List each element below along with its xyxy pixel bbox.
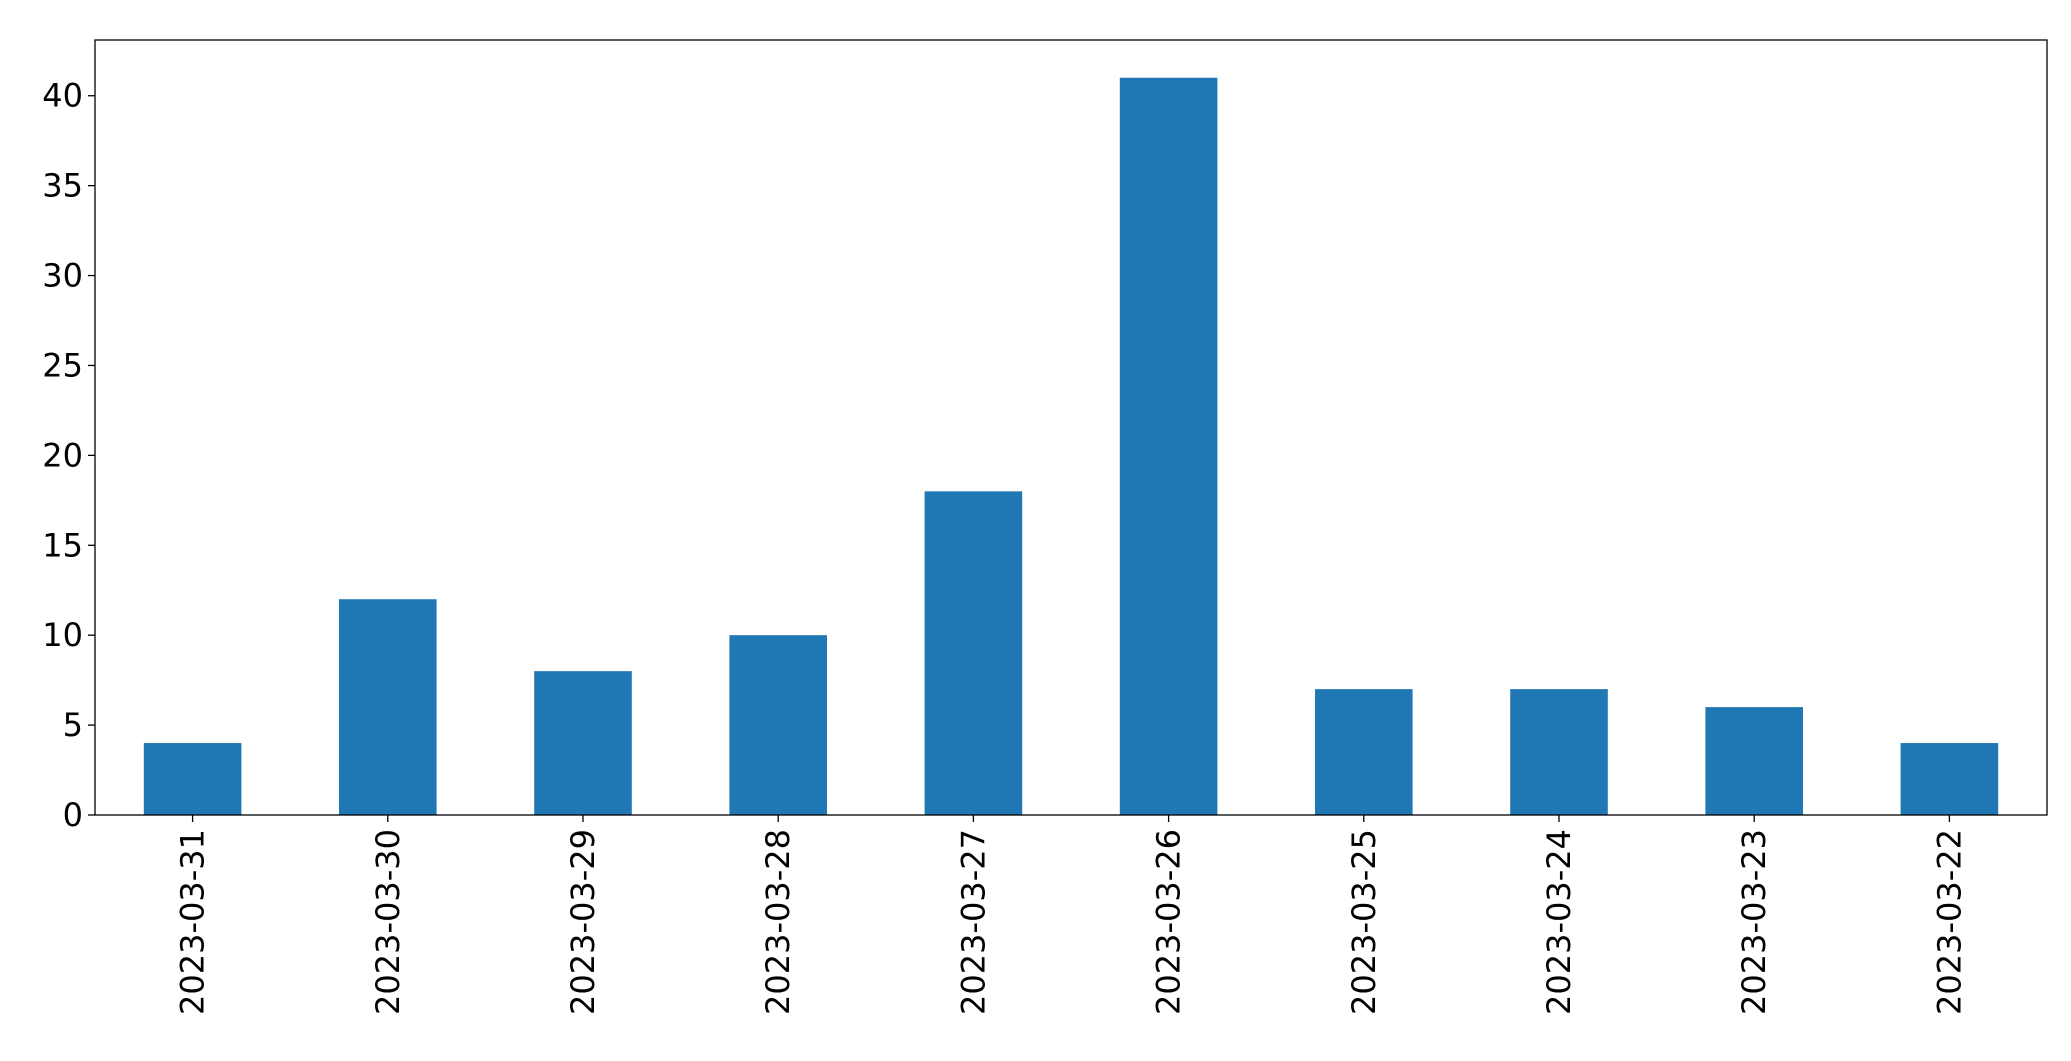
y-tick-label: 25 [42,346,83,384]
bar [1510,689,1608,815]
bar [534,671,632,815]
x-tick-label: 2023-03-22 [1930,829,1968,1015]
x-tick-label: 2023-03-30 [369,829,407,1015]
y-tick-label: 0 [63,796,83,834]
bar [1705,707,1803,815]
bar [1900,743,1999,815]
x-tick-label: 2023-03-23 [1735,829,1773,1015]
bar [1119,77,1218,815]
bar [1315,689,1413,815]
bar [924,491,1023,815]
bar [729,635,827,815]
x-tick-label: 2023-03-29 [564,829,602,1015]
y-tick-label: 15 [42,526,83,564]
y-tick-label: 5 [63,706,83,744]
x-tick-label: 2023-03-31 [174,829,212,1015]
y-tick-label: 30 [42,257,83,295]
x-tick-label: 2023-03-27 [954,829,992,1015]
bar [339,599,437,815]
y-tick-label: 40 [42,77,83,115]
x-tick-label: 2023-03-26 [1150,829,1188,1015]
plot-frame [94,39,2048,816]
bar [143,743,242,815]
y-tick-label: 20 [42,436,83,474]
x-tick-label: 2023-03-25 [1345,829,1383,1015]
x-tick-label: 2023-03-24 [1540,829,1578,1015]
y-tick-label: 10 [42,616,83,654]
x-tick-label: 2023-03-28 [759,829,797,1015]
y-tick-label: 35 [42,167,83,205]
